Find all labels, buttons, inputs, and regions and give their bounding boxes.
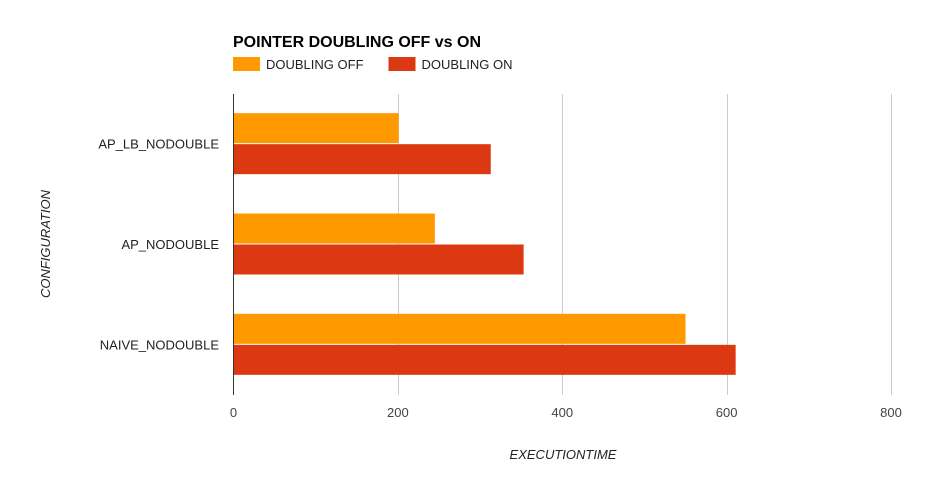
chart-title: POINTER DOUBLING OFF vs ON bbox=[233, 34, 481, 51]
category-label: AP_NODOUBLE bbox=[121, 237, 219, 252]
x-tick-label: 800 bbox=[880, 405, 902, 420]
category-labels: AP_LB_NODOUBLE AP_NODOUBLE NAIVE_NODOUBLE bbox=[98, 137, 219, 353]
bar-naive-nodouble-doubling-on bbox=[233, 344, 736, 375]
legend: DOUBLING OFF DOUBLING ON bbox=[233, 57, 513, 72]
bars bbox=[233, 113, 736, 375]
category-label: AP_LB_NODOUBLE bbox=[98, 137, 219, 152]
legend-label: DOUBLING OFF bbox=[266, 57, 364, 72]
bar-naive-nodouble-doubling-off bbox=[233, 313, 686, 344]
x-tick-label: 200 bbox=[387, 405, 409, 420]
bar-ap-nodouble-doubling-on bbox=[233, 244, 524, 275]
bar-ap-lb-nodouble-doubling-on bbox=[233, 144, 491, 175]
x-tick-label: 600 bbox=[716, 405, 738, 420]
legend-swatch-doubling-off bbox=[233, 57, 260, 71]
bar-ap-nodouble-doubling-off bbox=[233, 213, 435, 244]
legend-label: DOUBLING ON bbox=[422, 57, 513, 72]
x-tick-label: 0 bbox=[230, 405, 237, 420]
x-axis-title: EXECUTIONTIME bbox=[510, 447, 617, 462]
bar-ap-lb-nodouble-doubling-off bbox=[233, 113, 399, 144]
x-tick-label: 400 bbox=[551, 405, 573, 420]
category-label: NAIVE_NODOUBLE bbox=[100, 337, 220, 352]
y-axis-title: CONFIGURATION bbox=[38, 189, 53, 298]
legend-swatch-doubling-on bbox=[388, 57, 416, 71]
x-axis-ticks: 0 200 400 600 800 bbox=[230, 405, 902, 420]
